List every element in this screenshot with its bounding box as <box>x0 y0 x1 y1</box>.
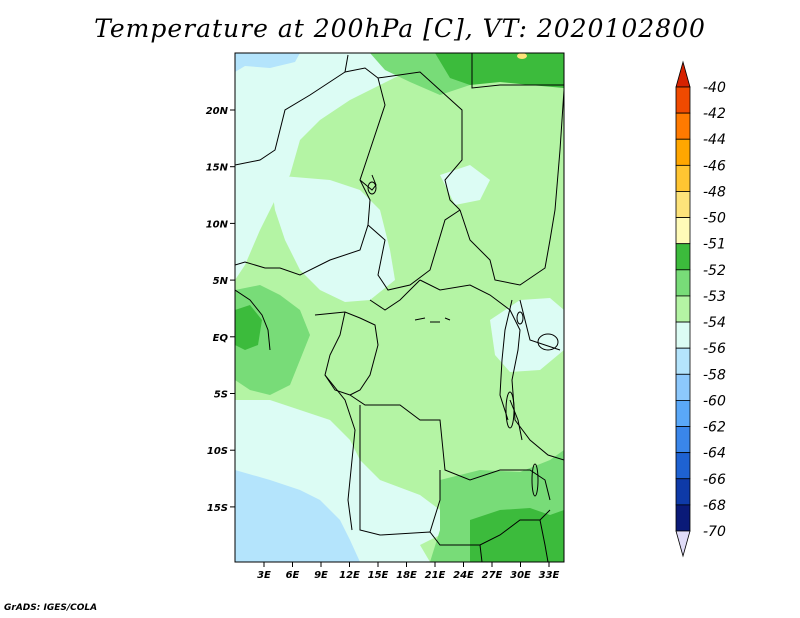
colorbar-label: -44 <box>703 132 726 148</box>
colorbar-segment <box>675 504 691 532</box>
field-darkgreen-west <box>235 305 262 350</box>
colorbar-segment <box>675 243 691 271</box>
colorbar-segment <box>675 295 691 323</box>
colorbar-label: -64 <box>703 446 726 462</box>
lon-label: 18E <box>396 570 417 581</box>
footer-credit: GrADS: IGES/COLA <box>4 603 98 613</box>
colorbar: -40 -42 -44 -46 -48 -50 -51 -52 -53 -54 -56 -58 -60 -… <box>675 60 726 558</box>
field-blue-southwest <box>235 470 360 562</box>
lakes <box>367 181 559 497</box>
lon-label: 9E <box>314 570 328 581</box>
colorbar-segment <box>675 217 691 245</box>
colorbar-label: -58 <box>703 367 726 383</box>
lat-label: 5N <box>213 276 229 287</box>
lon-label: 27E <box>482 570 503 581</box>
colorbar-segment <box>675 373 691 401</box>
chart-title: Temperature at 200hPa [C], VT: 202010280… <box>94 14 706 43</box>
lat-label: EQ <box>213 333 229 344</box>
colorbar-label: -50 <box>703 211 726 227</box>
lon-label: 6E <box>286 570 300 581</box>
map-field <box>235 53 564 562</box>
colorbar-segment <box>675 112 691 140</box>
colorbar-segment <box>675 321 691 349</box>
field-blue-northwest-corner <box>235 53 300 72</box>
lon-label: 12E <box>339 570 360 581</box>
field-darkgreen-north <box>435 53 564 88</box>
longitude-axis: 3E 6E 9E 12E 15E 18E 21E 24E 27E 30E 33E <box>257 562 560 581</box>
lon-label: 3E <box>257 570 271 581</box>
colorbar-label: -48 <box>703 184 726 200</box>
colorbar-segment <box>675 86 691 114</box>
lon-label: 21E <box>425 570 446 581</box>
lat-label: 15S <box>207 503 228 514</box>
latitude-axis: 20N 15N 10N 5N EQ 5S 10S 15S <box>206 106 235 514</box>
colorbar-label: -56 <box>703 341 726 357</box>
lat-label: 10N <box>206 219 229 230</box>
colorbar-label: -54 <box>703 315 726 331</box>
colorbar-label: -40 <box>703 80 726 96</box>
borders <box>235 53 564 562</box>
lat-label: 15N <box>206 163 229 174</box>
colorbar-label: -53 <box>703 289 726 305</box>
colorbar-label: -46 <box>703 158 726 174</box>
colorbar-segment <box>675 60 691 88</box>
field-yellow-spot <box>517 53 527 59</box>
colorbar-segment <box>675 164 691 192</box>
colorbar-label: -51 <box>703 237 726 253</box>
colorbar-label: -60 <box>703 393 726 409</box>
colorbar-segment <box>675 530 691 558</box>
lat-label: 10S <box>207 446 228 457</box>
field-darkgreen-south <box>470 508 564 562</box>
lon-label: 15E <box>368 570 389 581</box>
lon-label: 33E <box>539 570 560 581</box>
colorbar-segment <box>675 347 691 375</box>
colorbar-label: -62 <box>703 420 726 436</box>
field-cyan-northeast-patch <box>440 165 490 205</box>
map-frame <box>234 52 565 563</box>
lat-label: 20N <box>206 106 229 117</box>
colorbar-segment <box>675 269 691 297</box>
lat-label: 5S <box>214 390 228 401</box>
lon-label: 24E <box>453 570 474 581</box>
colorbar-label: -42 <box>703 106 726 122</box>
colorbar-label: -70 <box>703 524 726 540</box>
lon-label: 30E <box>510 570 531 581</box>
colorbar-segment <box>675 191 691 218</box>
colorbar-label: -68 <box>703 498 726 514</box>
colorbar-segment <box>675 400 691 427</box>
colorbar-segment <box>675 452 691 480</box>
colorbar-segment <box>675 426 691 454</box>
colorbar-label: -66 <box>703 472 726 488</box>
field-cyan-northwest <box>235 53 430 280</box>
colorbar-segment <box>675 478 691 506</box>
colorbar-label: -52 <box>703 263 726 279</box>
colorbar-segment <box>675 138 691 166</box>
field-cyan-central-band <box>270 175 395 302</box>
